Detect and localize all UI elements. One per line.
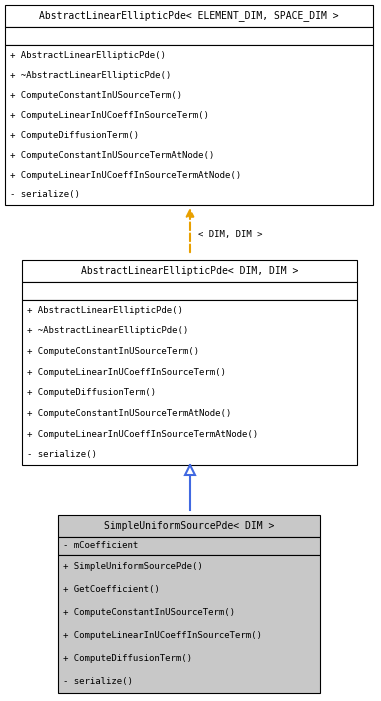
Text: + SimpleUniformSourcePde(): + SimpleUniformSourcePde() <box>63 562 203 571</box>
Text: - serialize(): - serialize() <box>27 450 97 459</box>
Text: + ComputeLinearInUCoeffInSourceTermAtNode(): + ComputeLinearInUCoeffInSourceTermAtNod… <box>10 170 241 179</box>
Bar <box>22 282 357 300</box>
Text: + ComputeConstantInUSourceTerm(): + ComputeConstantInUSourceTerm() <box>27 347 199 356</box>
Bar <box>5 5 373 27</box>
Text: < DIM, DIM >: < DIM, DIM > <box>198 231 263 240</box>
Bar <box>5 27 373 45</box>
Bar <box>22 260 357 282</box>
Text: + AbstractLinearEllipticPde(): + AbstractLinearEllipticPde() <box>27 306 183 315</box>
Text: + ComputeDiffusionTerm(): + ComputeDiffusionTerm() <box>10 130 139 139</box>
Text: + ComputeDiffusionTerm(): + ComputeDiffusionTerm() <box>63 654 192 663</box>
Text: + AbstractLinearEllipticPde(): + AbstractLinearEllipticPde() <box>10 50 166 60</box>
Text: + ComputeLinearInUCoeffInSourceTerm(): + ComputeLinearInUCoeffInSourceTerm() <box>63 631 262 640</box>
Text: + ~AbstractLinearEllipticPde(): + ~AbstractLinearEllipticPde() <box>27 327 188 336</box>
Text: - serialize(): - serialize() <box>63 677 133 686</box>
Text: - serialize(): - serialize() <box>10 191 80 200</box>
Text: + GetCoefficient(): + GetCoefficient() <box>63 585 160 594</box>
Polygon shape <box>185 465 195 475</box>
Bar <box>5 45 373 205</box>
Text: SimpleUniformSourcePde< DIM >: SimpleUniformSourcePde< DIM > <box>104 521 274 531</box>
Text: + ComputeConstantInUSourceTerm(): + ComputeConstantInUSourceTerm() <box>63 608 235 617</box>
Text: + ComputeLinearInUCoeffInSourceTermAtNode(): + ComputeLinearInUCoeffInSourceTermAtNod… <box>27 430 258 439</box>
Bar <box>22 300 357 465</box>
Text: + ComputeConstantInUSourceTermAtNode(): + ComputeConstantInUSourceTermAtNode() <box>10 151 214 160</box>
Bar <box>58 555 320 693</box>
Text: + ComputeLinearInUCoeffInSourceTerm(): + ComputeLinearInUCoeffInSourceTerm() <box>10 111 209 119</box>
Bar <box>58 515 320 537</box>
Text: + ~AbstractLinearEllipticPde(): + ~AbstractLinearEllipticPde() <box>10 71 171 79</box>
Text: AbstractLinearEllipticPde< ELEMENT_DIM, SPACE_DIM >: AbstractLinearEllipticPde< ELEMENT_DIM, … <box>39 11 339 22</box>
Text: + ComputeLinearInUCoeffInSourceTerm(): + ComputeLinearInUCoeffInSourceTerm() <box>27 368 226 376</box>
Text: + ComputeDiffusionTerm(): + ComputeDiffusionTerm() <box>27 388 156 397</box>
Text: + ComputeConstantInUSourceTerm(): + ComputeConstantInUSourceTerm() <box>10 90 182 100</box>
Text: - mCoefficient: - mCoefficient <box>63 541 138 550</box>
Text: + ComputeConstantInUSourceTermAtNode(): + ComputeConstantInUSourceTermAtNode() <box>27 409 231 418</box>
Bar <box>58 537 320 555</box>
Text: AbstractLinearEllipticPde< DIM, DIM >: AbstractLinearEllipticPde< DIM, DIM > <box>81 266 298 276</box>
